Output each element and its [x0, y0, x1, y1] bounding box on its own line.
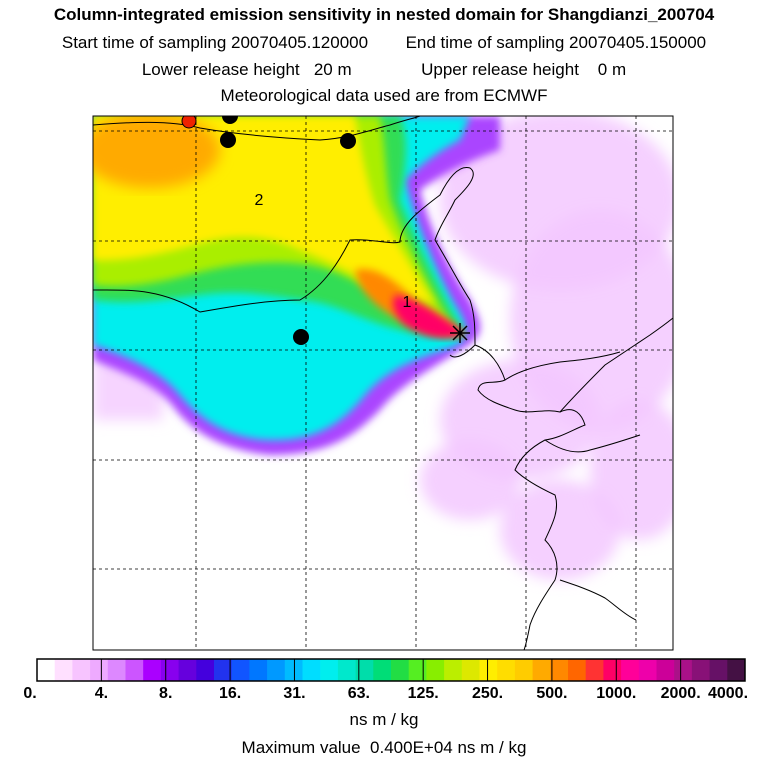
- colorbar-swatch: [603, 659, 622, 681]
- colorbar-swatch: [568, 659, 587, 681]
- end-time-label: End time of sampling 20070405.150000: [405, 33, 707, 52]
- colorbar-tick-label: 0.: [23, 685, 37, 702]
- station-marker-red: [181, 116, 197, 129]
- station-marker: [222, 116, 238, 124]
- colorbar-swatch: [391, 659, 410, 681]
- colorbar-swatch: [461, 659, 480, 681]
- colorbar-swatch: [72, 659, 91, 681]
- colorbar-swatch: [532, 659, 551, 681]
- colorbar-swatch: [90, 659, 109, 681]
- lower-release-label: Lower release height 20 m: [141, 60, 352, 79]
- colorbar-swatch: [656, 659, 675, 681]
- colorbar-swatch: [337, 659, 357, 681]
- colorbar-swatch: [709, 659, 728, 681]
- colorbar-swatch: [302, 659, 321, 681]
- start-time-label: Start time of sampling 20070405.120000: [61, 33, 369, 52]
- colorbar-swatch: [37, 659, 56, 681]
- release-point-star: [450, 323, 470, 343]
- colorbar-tick-label: 31.: [283, 685, 306, 702]
- sampling-times: Start time of sampling 20070405.120000 E…: [0, 33, 768, 53]
- stations: [181, 116, 356, 345]
- colorbar-tick-label: 500.: [536, 685, 568, 702]
- lat-lon-grid: [93, 116, 673, 650]
- plot-title: Column-integrated emission sensitivity i…: [53, 5, 715, 24]
- colorbar-tick-label: 125.: [407, 685, 439, 702]
- colorbar-swatch: [320, 659, 339, 681]
- colorbar-tick-label: 2000.: [660, 685, 701, 702]
- colorbar-swatch: [444, 659, 463, 681]
- colorbar-swatch: [373, 659, 392, 681]
- colorbar-swatch: [691, 659, 711, 681]
- colorbar-swatch: [479, 659, 498, 681]
- colorbar-swatch: [214, 659, 233, 681]
- max-value-label: Maximum value 0.400E+04 ns m / kg: [241, 738, 527, 757]
- colorbar-tick-label: 4000.: [707, 685, 749, 702]
- colorbar-swatch: [231, 659, 250, 681]
- colorbar-swatch: [355, 659, 374, 681]
- colorbar-swatch: [178, 659, 197, 681]
- units-label: ns m / kg: [349, 710, 419, 729]
- station-marker: [293, 329, 309, 345]
- cluster-label-2: 2: [255, 192, 264, 209]
- colorbar-swatch: [585, 659, 604, 681]
- colorbar-swatch: [284, 659, 303, 681]
- colorbar-tick-label: 63.: [347, 685, 370, 702]
- colorbar-swatch: [550, 659, 569, 681]
- release-heights: Lower release height 20 m Upper release …: [0, 60, 768, 80]
- cluster-label-1: 1: [403, 294, 412, 311]
- station-marker: [220, 132, 236, 148]
- upper-release-label: Upper release height 0 m: [421, 60, 627, 79]
- colorbar-swatch: [54, 659, 73, 681]
- colorbar-swatch: [408, 659, 427, 681]
- pink-haze-patch: [500, 480, 620, 580]
- colorbar-swatch: [621, 659, 640, 681]
- colorbar-swatch: [143, 659, 162, 681]
- colorbar-swatch: [497, 659, 516, 681]
- orange-area-northwest: [93, 116, 220, 188]
- coastlines: [93, 116, 673, 650]
- colorbar-tick-label: 16.: [218, 685, 242, 702]
- colorbar-swatch: [638, 659, 657, 681]
- colorbar-swatch: [249, 659, 268, 681]
- colorbar-tick-label: 8.: [159, 685, 173, 702]
- colorbar-tick-label: 250.: [471, 685, 504, 702]
- colorbar-swatch: [426, 659, 445, 681]
- colorbar-swatch: [727, 659, 746, 681]
- colorbar-tick-label: 4.: [94, 685, 109, 702]
- colorbar-tick-label: 1000.: [596, 685, 637, 702]
- colorbar-swatch: [267, 659, 286, 681]
- red-core: [393, 295, 465, 338]
- map-frame: [92, 115, 674, 651]
- colorbar-swatch: [107, 659, 126, 681]
- met-data-label: Meteorological data used are from ECMWF: [220, 86, 548, 105]
- colorbar-swatch: [674, 659, 693, 681]
- pink-haze-patch: [420, 440, 520, 520]
- colorbar-swatch: [196, 659, 215, 681]
- colorbar-swatch: [160, 659, 180, 681]
- colorbar-swatch: [125, 659, 144, 681]
- station-marker: [340, 133, 356, 149]
- colorbar-swatch: [514, 659, 534, 681]
- colorbar-frame: [36, 658, 746, 682]
- colorbar: [36, 658, 746, 682]
- sensitivity-field: [93, 116, 673, 650]
